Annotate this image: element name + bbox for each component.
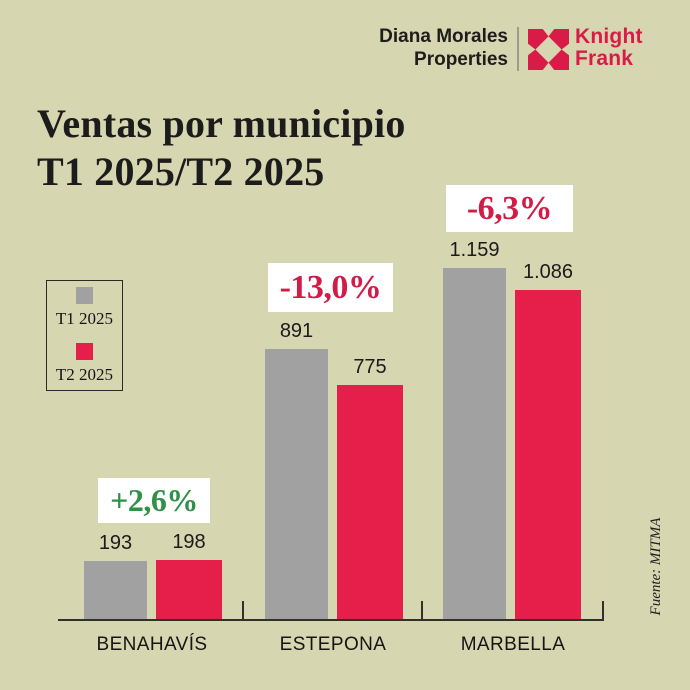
company-name: Diana Morales Properties	[379, 25, 508, 71]
brand-name-line2: Frank	[575, 47, 634, 70]
bar-marbella-t1: 1.159	[443, 239, 506, 620]
legend-swatch-t1	[75, 286, 93, 304]
legend-label-t1: T1 2025	[55, 308, 114, 328]
bar-rect-estepona-t1	[265, 349, 328, 620]
x-axis-tick-1	[242, 601, 244, 619]
brand-name: Knight Frank	[575, 26, 643, 70]
bar-rect-marbella-t2	[515, 290, 581, 620]
category-label-benahavis: BENAHAVÍS	[96, 634, 208, 655]
category-label-estepona: ESTEPONA	[279, 634, 387, 655]
chart-legend: T1 2025 T2 2025	[46, 280, 123, 391]
knight-frank-logo-icon	[528, 29, 569, 70]
bar-value-benahavis-t1: 193	[98, 532, 133, 554]
category-label-marbella: MARBELLA	[460, 634, 566, 655]
bar-value-benahavis-t2: 198	[172, 531, 206, 553]
page-title-line2: T1 2025/T2 2025	[37, 149, 325, 194]
bar-rect-benahavis-t2	[156, 560, 222, 620]
bar-rect-marbella-t1	[443, 268, 506, 620]
x-axis-tick-3	[602, 601, 604, 619]
page-title-line1: Ventas por municipio	[37, 101, 406, 146]
bar-benahavis-t1: 193	[84, 532, 147, 620]
source-note: Fuente: MITMA	[648, 517, 664, 616]
bar-value-marbella-t1: 1.159	[449, 239, 500, 261]
x-axis-line	[58, 619, 604, 621]
legend-swatch-t2	[75, 342, 93, 360]
bar-benahavis-t2: 198	[156, 531, 222, 620]
brand-name-line1: Knight	[575, 25, 643, 48]
legend-item-t2: T2 2025	[55, 342, 114, 385]
bar-estepona-t2: 775	[337, 356, 403, 620]
header-divider	[517, 27, 519, 71]
bar-estepona-t1: 891	[265, 320, 328, 620]
change-badge-benahavis: +2,6%	[98, 478, 210, 523]
bar-marbella-t2: 1.086	[515, 261, 581, 620]
change-badge-marbella: -6,3%	[446, 185, 573, 232]
bar-rect-estepona-t2	[337, 385, 403, 620]
bar-rect-benahavis-t1	[84, 561, 147, 620]
legend-label-t2: T2 2025	[55, 364, 114, 384]
bar-value-marbella-t2: 1.086	[522, 261, 574, 283]
page-title: Ventas por municipio T1 2025/T2 2025	[37, 100, 406, 196]
legend-item-t1: T1 2025	[55, 286, 114, 329]
change-badge-estepona: -13,0%	[268, 263, 393, 312]
company-name-line2: Properties	[414, 49, 508, 70]
company-name-line1: Diana Morales	[379, 26, 508, 47]
bar-value-estepona-t2: 775	[353, 356, 387, 378]
bar-value-estepona-t1: 891	[279, 320, 314, 342]
x-axis-tick-2	[421, 601, 423, 619]
